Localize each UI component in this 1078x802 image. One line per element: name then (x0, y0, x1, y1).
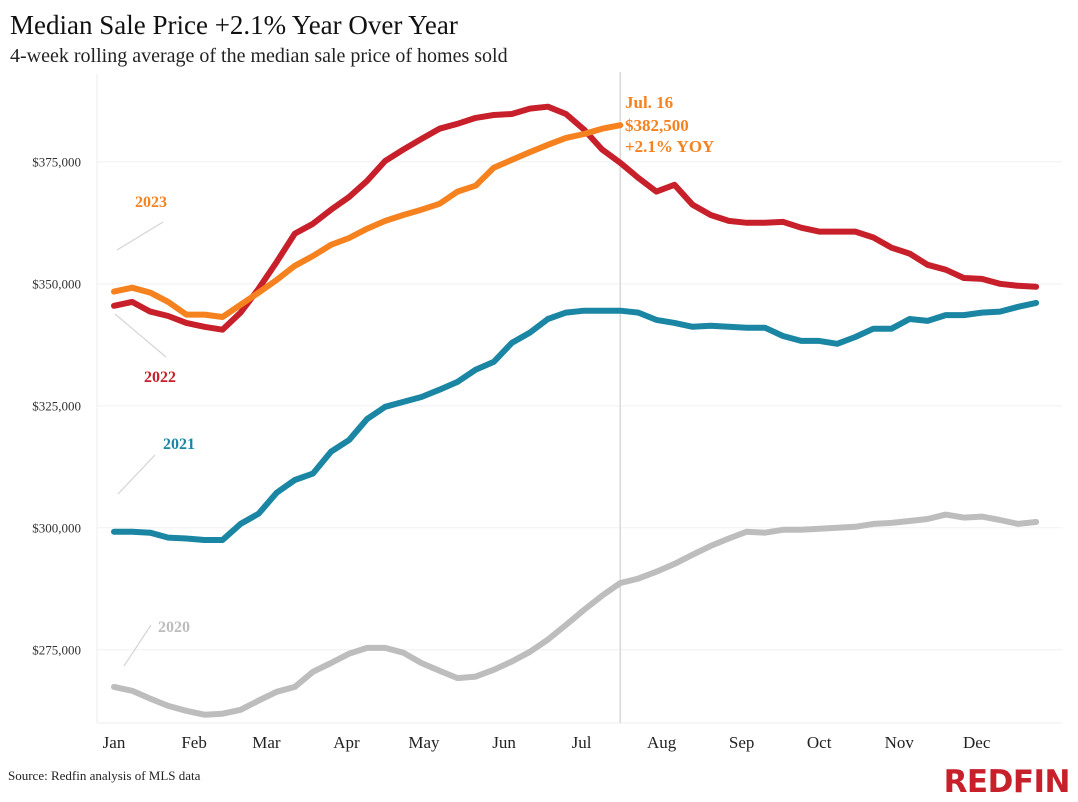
gridlines (96, 74, 1062, 724)
x-tick-label: Jul (572, 733, 592, 752)
series-lines (111, 103, 1040, 718)
x-axis-ticks: Jan Feb Mar Apr May Jun Jul Aug Sep Oct Nov Dec (103, 733, 991, 752)
y-tick-label: $275,000 (32, 642, 81, 657)
annotation-date: Jul. 16 (625, 93, 673, 112)
y-tick-label: $300,000 (32, 520, 81, 535)
x-tick-label: Nov (885, 733, 915, 752)
y-tick-label: $325,000 (32, 398, 81, 413)
series-label-2020: 2020 (158, 619, 190, 636)
leader-line-2023 (116, 221, 164, 251)
x-tick-label: Feb (181, 733, 207, 752)
x-tick-label: May (408, 733, 440, 752)
annotation-change: +2.1% YOY (625, 137, 714, 156)
y-axis-ticks: $275,000 $300,000 $325,000 $350,000 $375,000 (32, 154, 81, 657)
series-label-2022: 2022 (144, 369, 176, 386)
redfin-logo: REDFIN (944, 764, 1070, 800)
annotation-value: $382,500 (625, 116, 689, 135)
chart-title: Median Sale Price +2.1% Year Over Year (10, 10, 458, 40)
x-tick-label: Jan (103, 733, 126, 752)
x-tick-label: Mar (252, 733, 281, 752)
leader-line-2022 (114, 313, 167, 358)
leader-line-2021 (117, 454, 156, 495)
chart-subtitle: 4-week rolling average of the median sal… (10, 45, 508, 67)
x-tick-label: Dec (963, 733, 991, 752)
y-tick-label: $375,000 (32, 154, 81, 169)
series-line-2023 (111, 122, 624, 320)
x-tick-label: Oct (807, 733, 832, 752)
series-label-2023: 2023 (135, 194, 167, 211)
series-line-2020 (111, 511, 1040, 718)
series-label-2021: 2021 (163, 436, 195, 453)
x-tick-label: Apr (333, 733, 360, 752)
leader-line-2020 (123, 624, 152, 667)
source-note: Source: Redfin analysis of MLS data (8, 768, 201, 783)
y-tick-label: $350,000 (32, 276, 81, 291)
series-line-2022 (111, 103, 1040, 333)
x-tick-label: Sep (729, 733, 755, 752)
x-tick-label: Aug (647, 733, 677, 752)
x-tick-label: Jun (492, 733, 516, 752)
series-line-2021 (111, 299, 1040, 543)
